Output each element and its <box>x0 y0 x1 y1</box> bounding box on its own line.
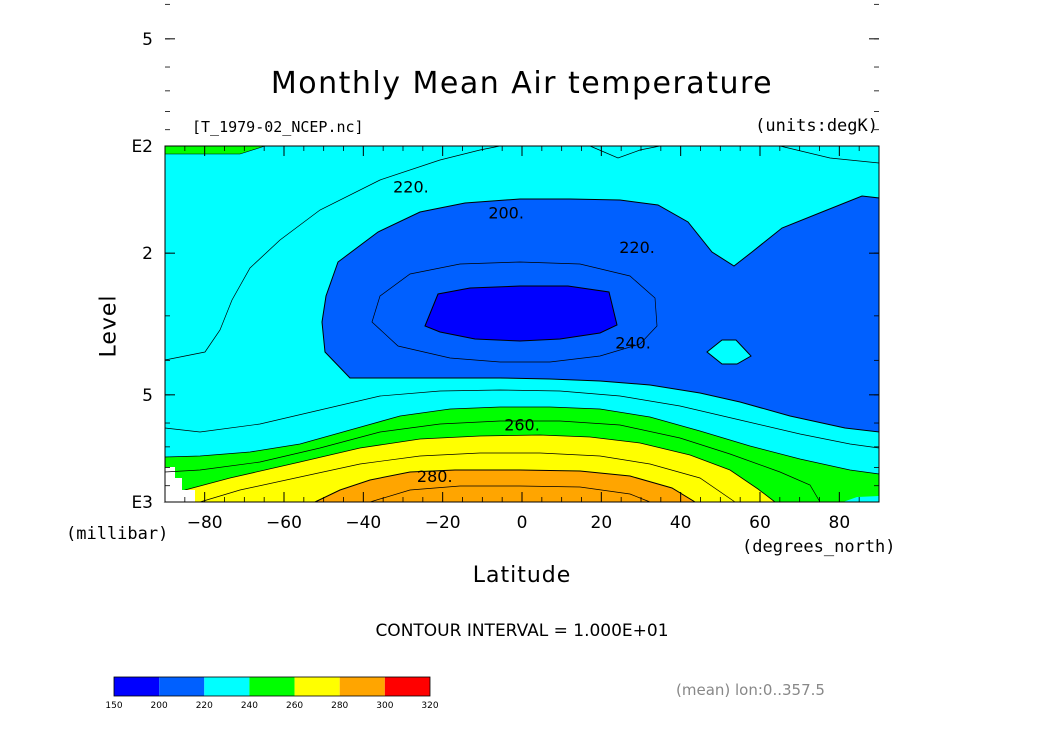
y-tick-label: 5 <box>142 30 153 50</box>
x-tick-label: −80 <box>187 513 223 533</box>
colorbar-level-label: 240 <box>241 701 258 711</box>
contour-line <box>164 389 880 449</box>
contour-label: 260. <box>504 416 540 435</box>
y-axis-unit: (millibar) <box>66 524 169 544</box>
contour-line <box>369 485 651 503</box>
colorbar-level-label: 200 <box>151 701 168 711</box>
contour-label: 220. <box>619 238 655 257</box>
x-tick-label: 20 <box>591 513 613 533</box>
units-label: (units:degK) <box>755 116 878 136</box>
undefined-region <box>165 467 195 502</box>
contour-line <box>779 145 880 164</box>
colorbar-swatch <box>384 677 430 696</box>
contour-line <box>164 145 501 361</box>
contour-line <box>371 261 658 363</box>
contour-line <box>199 452 736 503</box>
contour-line <box>589 145 661 159</box>
x-tick-label: −60 <box>266 513 302 533</box>
contour-interval-label: CONTOUR INTERVAL = 1.000E+01 <box>375 621 669 641</box>
colorbar-level-label: 320 <box>421 701 438 711</box>
colorbar-swatch <box>204 677 250 696</box>
band-240-260-bottom-right <box>843 496 879 502</box>
band-lt-200 <box>424 285 618 342</box>
x-tick-label: 0 <box>517 513 528 533</box>
contour-line <box>164 420 821 503</box>
contour-labels: 220. 200. 220. 240. 260. 280. <box>393 177 655 486</box>
x-axis-unit: (degrees_north) <box>742 537 896 557</box>
colorbar-swatch <box>159 677 205 696</box>
plot-area <box>163 145 880 503</box>
x-tick-label: −40 <box>345 513 381 533</box>
colorbar-level-label: 260 <box>286 701 303 711</box>
x-tick-label: 80 <box>829 513 851 533</box>
source-file-label: [T_1979-02_NCEP.nc] <box>192 118 364 136</box>
colorbar-level-label: 280 <box>331 701 348 711</box>
x-tick-label: −20 <box>425 513 461 533</box>
colorbar-swatch <box>339 677 385 696</box>
colorbar: 150 200 220 240 260 280 300 320 <box>105 676 439 711</box>
colorbar-swatch <box>249 677 295 696</box>
y-tick-label: 2 <box>142 244 153 264</box>
colorbar-frame <box>113 676 431 697</box>
contour-label: 280. <box>417 467 453 486</box>
y-tick-label: E3 <box>131 493 153 513</box>
chart-title: Monthly Mean Air temperature <box>270 66 774 101</box>
contour-label: 240. <box>615 333 651 352</box>
contour-label: 220. <box>393 177 429 196</box>
colorbar-swatch <box>114 677 160 696</box>
axis-ticks: −80−60−40−20020406080E125E225E3 <box>131 3 879 533</box>
colorbar-level-label: 220 <box>196 701 213 711</box>
mean-longitude-label: (mean) lon:0..357.5 <box>676 681 825 699</box>
contour-label: 200. <box>488 204 524 223</box>
colorbar-swatch <box>294 677 340 696</box>
x-tick-label: 60 <box>749 513 771 533</box>
x-axis-label: Latitude <box>472 563 572 588</box>
y-tick-label: 5 <box>142 386 153 406</box>
y-tick-label: E2 <box>131 137 153 157</box>
colorbar-level-label: 150 <box>105 701 122 711</box>
band-220-240-island <box>706 339 752 365</box>
x-tick-label: 40 <box>670 513 692 533</box>
colorbar-level-label: 300 <box>376 701 393 711</box>
